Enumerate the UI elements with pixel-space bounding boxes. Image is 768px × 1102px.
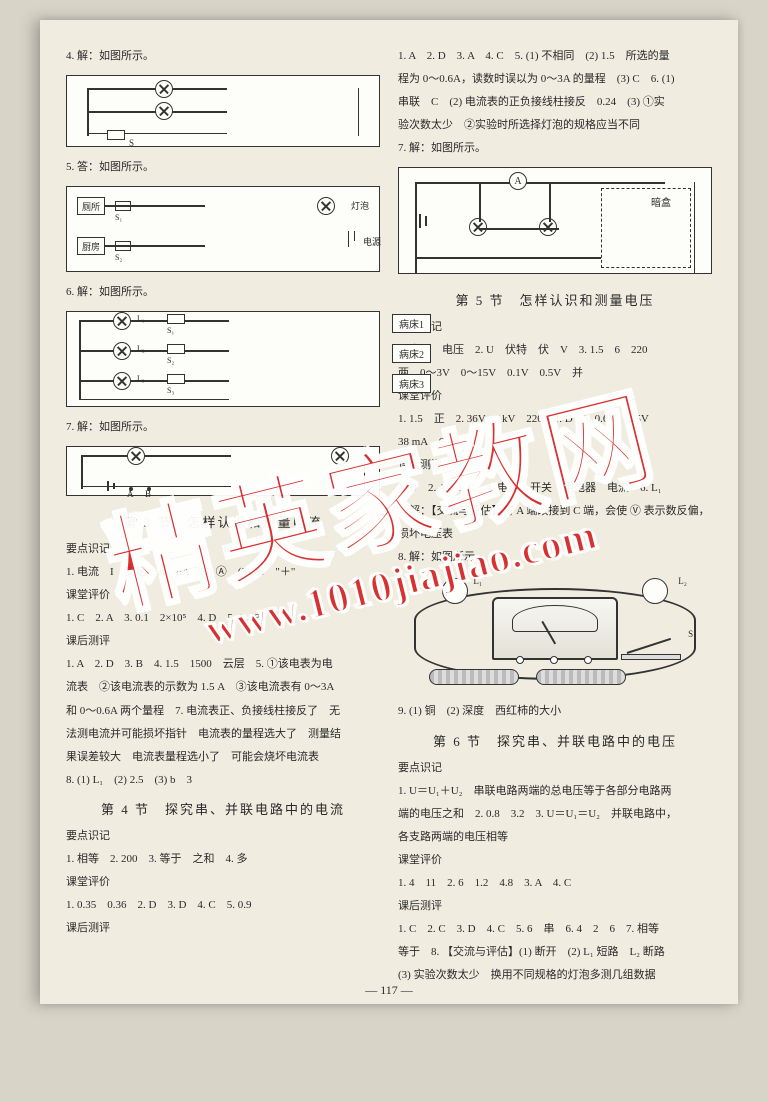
heading: 要点识记 xyxy=(66,541,380,558)
text-line: 1. U＝U₁＋U₂ 串联电路两端的总电压等于各部分电路两 xyxy=(398,783,712,800)
text-line: 1. D 2. A 3. C 4. 电源 开关 用电器 电流 6. L₁ xyxy=(398,480,712,497)
text-line: 1. C 2. A 3. 0.1 2×10⁵ 4. D 5. 1 3 xyxy=(66,610,380,627)
text-line: 两 0～3V 0～15V 0.1V 0.5V 并 xyxy=(398,365,712,382)
text-line: 流表 ②该电流表的示数为 1.5 A ③该电流表有 0～3A xyxy=(66,679,380,696)
circuit-diagram-4: A B xyxy=(66,446,380,496)
ammeter-symbol: A xyxy=(509,172,527,190)
text-line: 等于 8. 【交流与评估】(1) 断开 (2) L₁ 短路 L₂ 断路 xyxy=(398,944,712,961)
circuit-diagram-5: A 暗盒 xyxy=(398,167,712,274)
text-line: 端的电压之和 2. 0.8 3.2 3. U＝U₁＝U₂ 并联电路中， xyxy=(398,806,712,823)
text-line: 1. A 2. D 3. B 4. 1.5 1500 云层 5. ①该电表为电 xyxy=(66,656,380,673)
circuit-diagram-1: S xyxy=(66,75,380,147)
text-line: 损坏电压表 xyxy=(398,526,712,543)
text-line: 9. (1) 铜 (2) 深度 西红柿的大小 xyxy=(398,703,712,720)
text-line: 7. 解：【交流与评估】将 A 端改接到 C 端，会使 Ⓥ 表示数反偏， xyxy=(398,503,712,520)
switch-label: S xyxy=(129,138,134,148)
heading: 课堂评价 xyxy=(398,388,712,405)
text-line: 1. 相等 2. 200 3. 等于 之和 4. 多 xyxy=(66,851,380,868)
text-line: 5. 答：如图所示。 xyxy=(66,159,380,176)
text-line: 1. 4 11 2. 6 1.2 4.8 3. A 4. C xyxy=(398,875,712,892)
text-line: 果误差较大 电流表量程选小了 可能会烧坏电流表 xyxy=(66,749,380,766)
text-line: (3) 实验次数太少 换用不同规格的灯泡多测几组数据 xyxy=(398,967,712,984)
heading: 课堂评价 xyxy=(398,852,712,869)
text-line: 程为 0～0.6A，读数时误以为 0～3A 的量程 (3) C 6. (1) xyxy=(398,71,712,88)
heading: 课堂评价 xyxy=(66,874,380,891)
section-4-title: 第 4 节 探究串、并联电路中的电流 xyxy=(66,799,380,818)
text-line: 7. 解：如图所示。 xyxy=(398,140,712,157)
text-line: 各支路两端的电压相等 xyxy=(398,829,712,846)
section-6-title: 第 6 节 探究串、并联电路中的电压 xyxy=(398,731,712,750)
heading: 要点识记 xyxy=(66,828,380,845)
box-label: 暗盒 xyxy=(651,194,671,209)
text-line: 1. 电流 I 安培 A μA (2) Ⓐ (3) 串 "＋" xyxy=(66,564,380,581)
heading: 课后测评 xyxy=(398,457,712,474)
text-line: 4. 解：如图所示。 xyxy=(66,48,380,65)
right-column: 1. A 2. D 3. A 4. C 5. (1) 不相同 (2) 1.5 所… xyxy=(398,48,712,984)
text-line: 38 mA 6. 串 1 2 xyxy=(398,434,712,451)
text-line: 1. 1.5 正 2. 36V 1kV 220 4. D 5. 0.6V 2.5… xyxy=(398,411,712,428)
text-line: 和 0～0.6A 两个量程 7. 电流表正、负接线柱接反了 无 xyxy=(66,703,380,720)
text-line: 1. 0.35 0.36 2. D 3. D 4. C 5. 0.9 xyxy=(66,897,380,914)
heading: 课后测评 xyxy=(398,898,712,915)
heading: 课后测评 xyxy=(66,920,380,937)
text-line: 法测电流并可能损坏指针 电流表的量程选大了 测量结 xyxy=(66,726,380,743)
text-line: 1. C 2. C 3. D 4. C 5. 6 串 6. 4 2 6 7. 相… xyxy=(398,921,712,938)
heading: 课后测评 xyxy=(66,633,380,650)
text-line: 1. A 2. D 3. A 4. C 5. (1) 不相同 (2) 1.5 所… xyxy=(398,48,712,65)
heading: 要点识记 xyxy=(398,319,712,336)
heading: 课堂评价 xyxy=(66,587,380,604)
text-line: 8. 解：如图所示。 xyxy=(398,549,712,566)
section-5-title: 第 5 节 怎样认识和测量电压 xyxy=(398,290,712,309)
page-number: — 117 — xyxy=(365,983,413,998)
left-column: 4. 解：如图所示。 S 5. 答：如图所示。 厕所 厨房 S₁ S₂ 灯泡 电… xyxy=(66,48,380,984)
circuit-diagram-3: L₁ L₂ L₃ S₁ S₂ S₃ 病床1 病床2 病床3 xyxy=(66,311,380,407)
page: 4. 解：如图所示。 S 5. 答：如图所示。 厕所 厨房 S₁ S₂ 灯泡 电… xyxy=(40,20,738,1004)
text-line: 8. (1) L₁ (2) 2.5 (3) b 3 xyxy=(66,772,380,789)
circuit-diagram-2: 厕所 厨房 S₁ S₂ 灯泡 电源 xyxy=(66,186,380,272)
text-line: 串联 C (2) 电流表的正负接线柱接反 0.24 (3) ①实 xyxy=(398,94,712,111)
room-label: 厕所 xyxy=(77,197,105,215)
text-line: 6. 解：如图所示。 xyxy=(66,284,380,301)
photo-diagram: L₁ L₂ S xyxy=(398,576,712,691)
voltmeter-icon xyxy=(492,597,618,660)
text-line: 1. 电压 电压 2. U 伏特 伏 V 3. 1.5 6 220 xyxy=(398,342,712,359)
room-label: 厨房 xyxy=(77,237,105,255)
text-line: 7. 解：如图所示。 xyxy=(66,419,380,436)
section-3-title: 第 3 节 怎样认识和测量电流 xyxy=(66,512,380,531)
heading: 要点识记 xyxy=(398,760,712,777)
text-line: 验次数太少 ②实验时所选择灯泡的规格应当不同 xyxy=(398,117,712,134)
